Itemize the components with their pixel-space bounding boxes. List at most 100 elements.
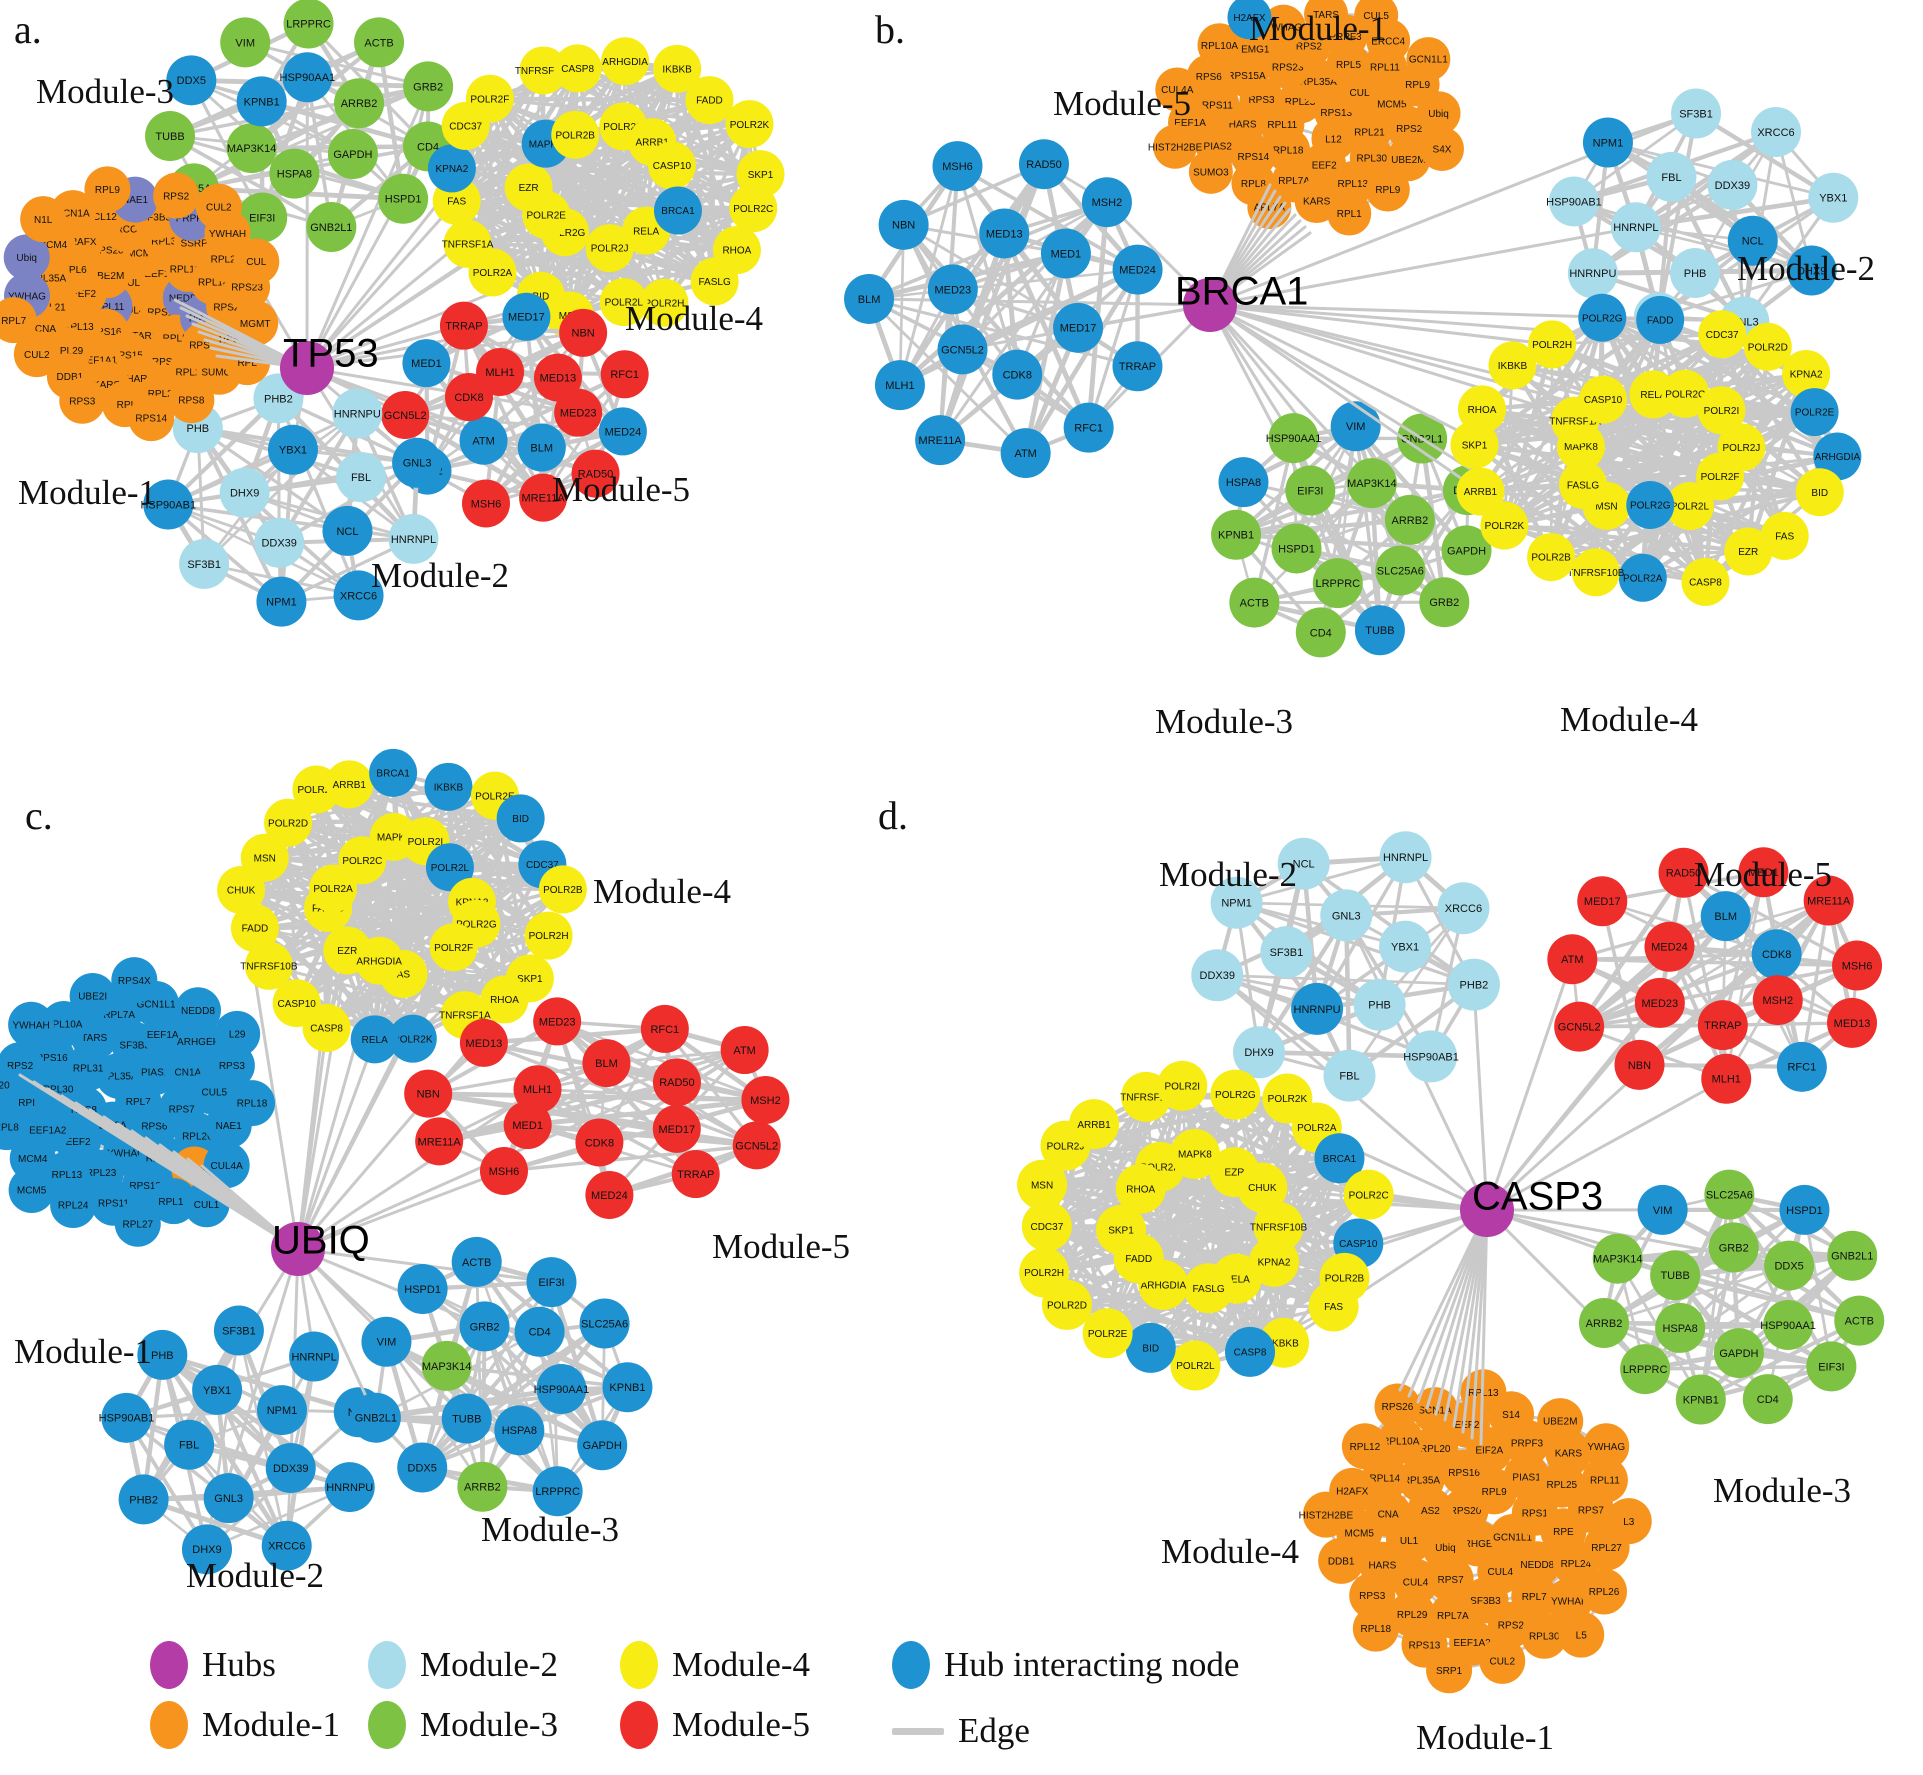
- node-label: RELA: [1224, 1274, 1250, 1285]
- module-1-node: RPL10A: [1197, 23, 1242, 68]
- module-1-node: CUL2: [195, 183, 242, 230]
- network-node: SF3B1: [1671, 88, 1722, 139]
- legend-item-module-1: Module-1: [150, 1701, 340, 1749]
- node-label: YWHAH: [209, 229, 246, 240]
- node-label: EEF1A2: [29, 1126, 67, 1137]
- node-label: MED17: [658, 1124, 695, 1136]
- node-label: RPL1: [1337, 209, 1362, 220]
- node-label: FASLG: [1567, 481, 1599, 492]
- node-label: GNB2L1: [355, 1413, 397, 1425]
- node-label: NPM1: [1593, 137, 1624, 149]
- network-node: HNRNPU: [1567, 248, 1618, 299]
- node-label: NCL: [336, 526, 358, 538]
- network-node: GNL3: [203, 1473, 254, 1524]
- node-label: YWHAH: [1551, 1597, 1588, 1608]
- node-label: SF3B1: [1679, 108, 1713, 120]
- node-label: MSH2: [1092, 197, 1123, 209]
- network-node: MED1: [1040, 228, 1091, 279]
- node-label: DHX9: [192, 1544, 221, 1556]
- node-label: RELA: [633, 226, 659, 237]
- network-node: PHB2: [118, 1474, 169, 1525]
- node-label: RPS23: [213, 302, 245, 313]
- node-label: TNFRSF10B: [1567, 568, 1625, 579]
- node-label: MCM5: [17, 1186, 47, 1197]
- network-edge: [1600, 899, 1642, 1067]
- module-1-node: RPS14: [128, 395, 175, 442]
- legend-item-hub-interacting-node: Hub interacting node: [892, 1641, 1239, 1689]
- node-label: NBN: [417, 1089, 440, 1101]
- module-1-node: MCM5: [8, 1167, 55, 1214]
- network-node: POLR2C: [1343, 1169, 1394, 1220]
- node-label: HSP90AA1: [1266, 433, 1322, 445]
- node-label: MRE11A: [919, 435, 963, 447]
- node-label: MSN: [1031, 1180, 1053, 1191]
- node-label: ARHGDIA: [1815, 452, 1861, 463]
- node-label: RPL11: [1590, 1476, 1620, 1487]
- network-node: CASP8: [1225, 1326, 1276, 1377]
- module-1-node: RPS7: [1427, 1556, 1474, 1603]
- network-edge: [425, 1091, 768, 1103]
- network-node: RFC1: [600, 350, 649, 399]
- node-label: POLR2G: [1582, 313, 1623, 324]
- node-label: POLR2H: [644, 298, 684, 309]
- node-label: RPL18: [1361, 1624, 1392, 1635]
- node-label: MCM5: [127, 249, 157, 260]
- node-label: POLR2D: [603, 122, 643, 133]
- network-node: MSH6: [461, 479, 510, 528]
- network-node: GRB2: [459, 1301, 510, 1352]
- network-node: TNFRSF10B: [1567, 548, 1625, 597]
- node-label: HNRNPL: [1383, 852, 1428, 864]
- node-label: POLR2G: [1630, 501, 1671, 512]
- node-label: GCN1L1: [1493, 1533, 1532, 1544]
- node-label: RPL35A: [1403, 1475, 1441, 1486]
- node-label: POLR2L: [1671, 502, 1710, 513]
- network-node: MSH2: [1752, 975, 1803, 1026]
- module-1-node: RPL27: [114, 1200, 161, 1247]
- panel-a-module-5-label: Module-5: [552, 470, 691, 509]
- network-edge: [961, 200, 1109, 351]
- legend-item-edge: Edge: [892, 1711, 1030, 1751]
- network-node: HSPA8: [1218, 457, 1269, 508]
- node-label: TRRAP: [677, 1169, 714, 1181]
- network-edge: [420, 1287, 604, 1447]
- legend-label-module-4: Module-4: [672, 1645, 811, 1684]
- module-1-node: YWHAG: [1583, 1423, 1630, 1470]
- node-label: TUBB: [155, 131, 184, 143]
- module-1-node: L5: [1558, 1611, 1605, 1658]
- node-label: HSP90AA1: [280, 72, 336, 84]
- node-label: TNFRSF1A: [1549, 416, 1601, 427]
- node-label: HSPD1: [1786, 1205, 1823, 1217]
- node-label: EIF3I: [538, 1277, 564, 1289]
- module-1-node: SRP1: [1426, 1647, 1473, 1694]
- network-node: TRRAP: [1697, 1000, 1748, 1051]
- node-label: POLR2E: [1088, 1329, 1128, 1340]
- module-1-node: RPS26: [1374, 1383, 1421, 1430]
- network-node: KPNB1: [236, 76, 287, 127]
- node-label: RPL7A: [1278, 176, 1310, 187]
- node-label: MED24: [1651, 942, 1688, 954]
- node-label: SF3B3: [1470, 1596, 1501, 1607]
- node-label: HSP90AB1: [1403, 1051, 1459, 1063]
- node-label: HSPA8: [502, 1425, 537, 1437]
- network-edge: [1601, 398, 1743, 449]
- panel-d-module-3-label: Module-3: [1713, 1471, 1852, 1510]
- node-label: MED1: [512, 1120, 543, 1132]
- node-label: CUL2: [1489, 1656, 1515, 1667]
- panel-a-module-1-label: Module-1: [18, 473, 157, 512]
- node-label: DDX5: [408, 1462, 437, 1474]
- module-1-node: RPL18: [229, 1080, 276, 1127]
- network-edge: [867, 297, 1212, 307]
- network-node: GAPDH: [577, 1420, 628, 1471]
- node-label: POLR2C: [733, 204, 773, 215]
- node-label: CDK8: [1762, 949, 1791, 961]
- network-edge: [262, 855, 377, 1042]
- node-label: IKBKB: [662, 64, 692, 75]
- node-label: RPS2: [163, 191, 190, 202]
- node-label: CASP10: [1339, 1239, 1378, 1250]
- node-label: RPL12: [158, 1197, 189, 1208]
- node-label: SLC25A6: [1377, 565, 1424, 577]
- network-node: SLC25A6: [579, 1298, 630, 1349]
- node-label: MRE11A: [418, 1136, 462, 1148]
- node-label: RPS14: [135, 414, 167, 425]
- node-label: RHOA: [490, 995, 519, 1006]
